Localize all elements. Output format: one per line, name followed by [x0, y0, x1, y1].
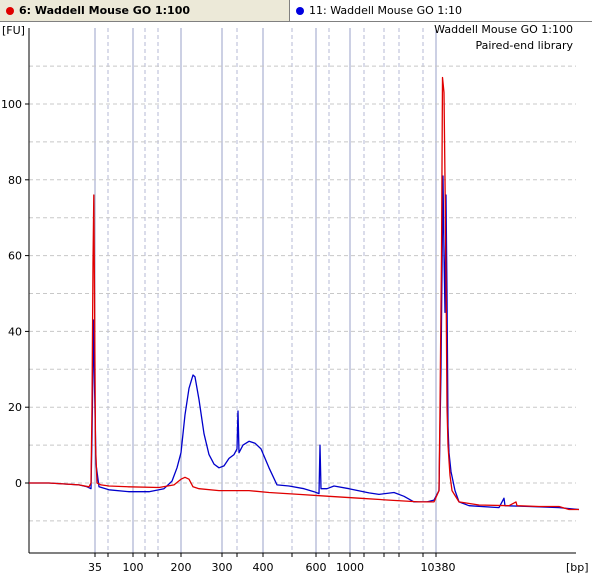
sample-tab-bar: 6: Waddell Mouse GO 1:100 11: Waddell Mo…	[0, 0, 592, 22]
tab-sample-11-label: 11: Waddell Mouse GO 1:10	[309, 4, 463, 17]
x-tick-label: 600	[306, 561, 327, 574]
tab-sample-6[interactable]: 6: Waddell Mouse GO 1:100	[0, 0, 290, 21]
tab-sample-11[interactable]: 11: Waddell Mouse GO 1:10	[290, 0, 592, 21]
red-dot-icon	[6, 6, 14, 15]
trace-sample-11	[29, 175, 580, 511]
y-tick-labels: 0 20 40 60 80 100	[1, 98, 29, 490]
y-tick-label: 80	[8, 174, 22, 187]
x-gridlines	[94, 28, 437, 553]
x-axis-label: [bp]	[566, 561, 589, 574]
tab-sample-6-label: 6: Waddell Mouse GO 1:100	[19, 4, 191, 17]
x-tick-label: 400	[253, 561, 274, 574]
x-tick-label: 300	[212, 561, 233, 574]
y-tick-label: 40	[8, 325, 22, 338]
blue-dot-icon	[296, 6, 304, 15]
x-tick-label: 35	[88, 561, 102, 574]
trace-sample-6	[29, 76, 579, 511]
x-tick-label: 200	[171, 561, 192, 574]
y-tick-label: 20	[8, 401, 22, 414]
y-axis-label: [FU]	[2, 24, 25, 37]
x-tick-label: 100	[123, 561, 144, 574]
chart-annotation-title: Waddell Mouse GO 1:100	[434, 23, 573, 36]
y-tick-label: 0	[15, 477, 22, 490]
y-tick-label: 100	[1, 98, 22, 111]
x-tick-label: 10380	[421, 561, 456, 574]
chart-annotation-subtitle: Paired-end library	[475, 39, 573, 52]
x-tick-label: 1000	[336, 561, 364, 574]
y-gridlines	[29, 65, 576, 522]
y-tick-label: 60	[8, 250, 22, 263]
trace-lines	[29, 76, 580, 511]
x-tick-labels: 35 100 200 300 400 600 1000 10380	[88, 553, 456, 574]
